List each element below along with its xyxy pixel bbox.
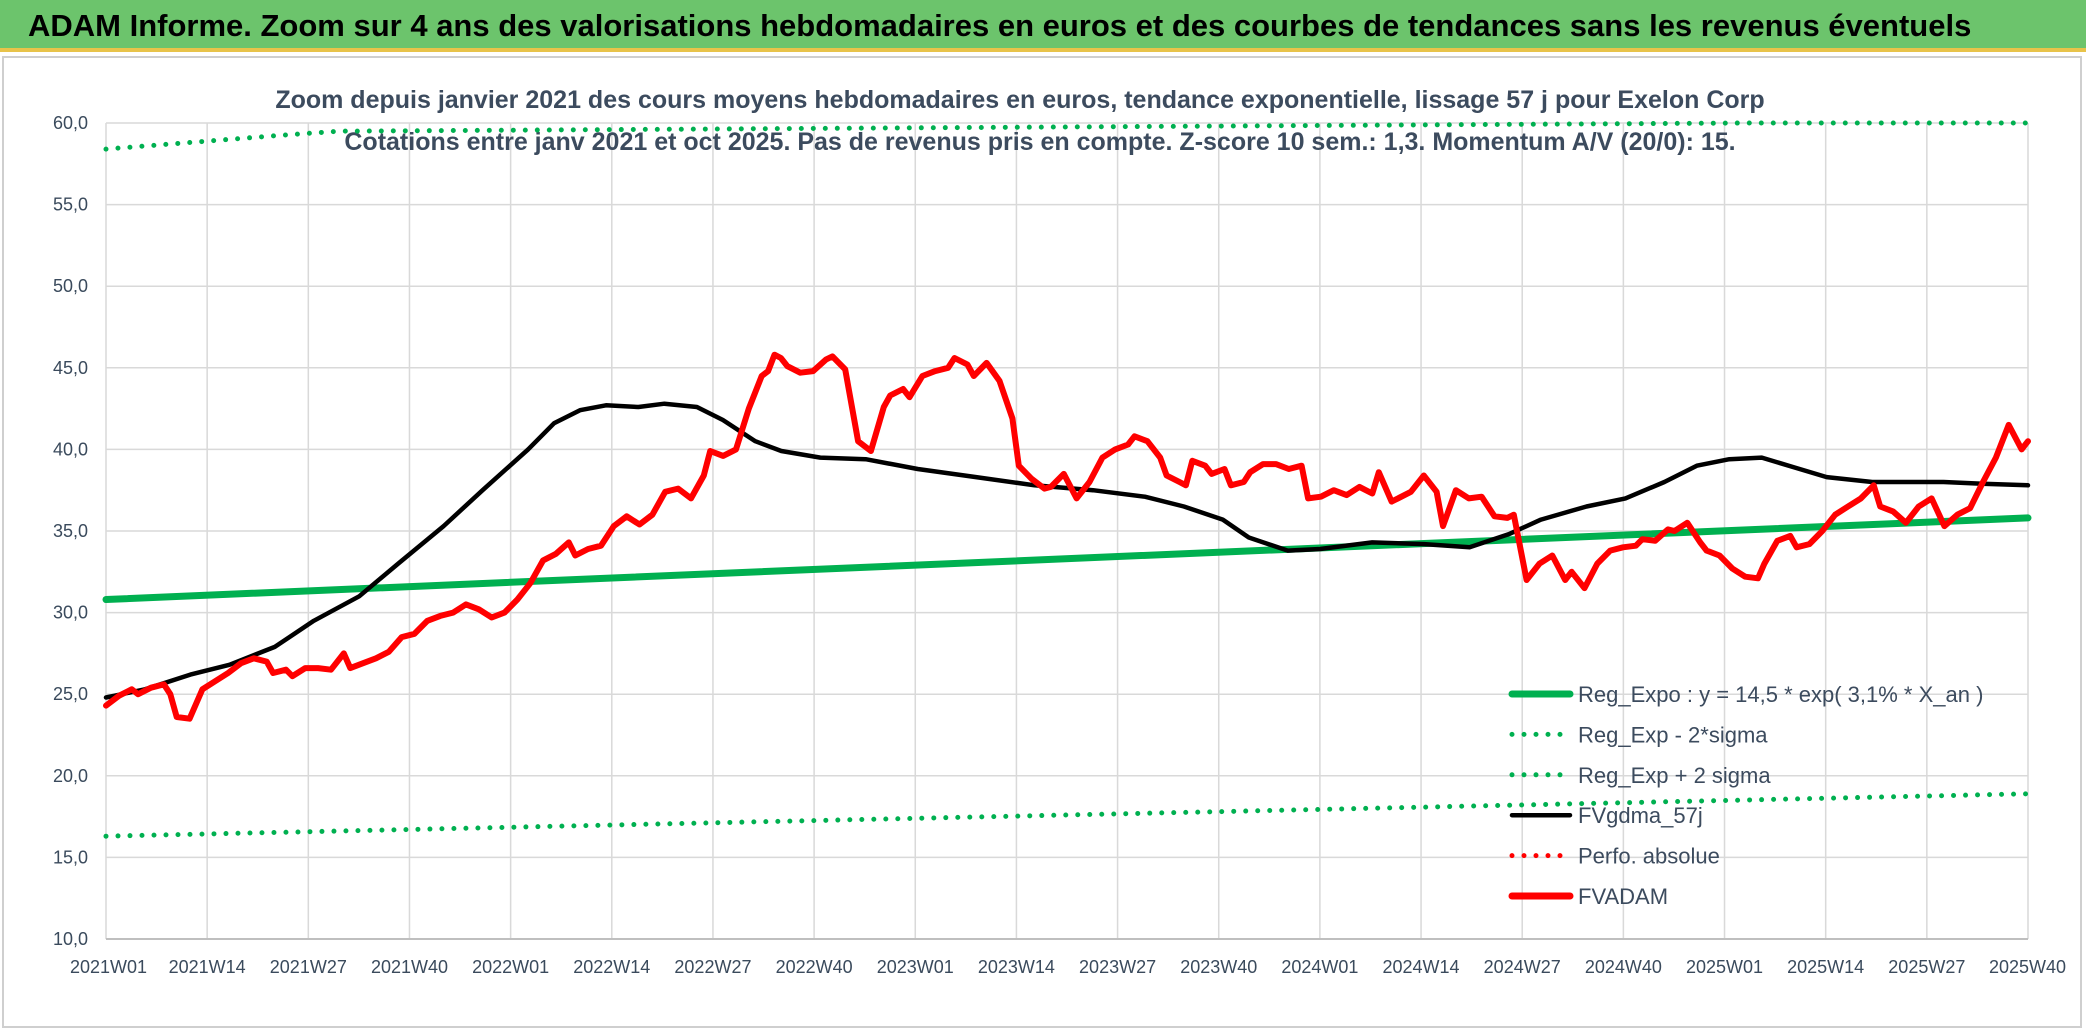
- y-tick-label: 30,0: [53, 603, 88, 623]
- chart-frame: [2, 56, 2082, 1028]
- banner-title: ADAM Informe. Zoom sur 4 ans des valoris…: [28, 8, 1972, 43]
- x-tick-label: 2025W27: [1888, 957, 1965, 977]
- series-line-1: [103, 791, 2031, 839]
- legend-label-5: FVADAM: [1578, 884, 1668, 909]
- y-tick-label: 25,0: [53, 684, 88, 704]
- chart-titles: Zoom depuis janvier 2021 des cours moyen…: [275, 86, 1764, 156]
- x-tick-label: 2021W14: [169, 957, 246, 977]
- x-tick-label: 2023W27: [1079, 957, 1156, 977]
- x-tick-label: 2025W14: [1787, 957, 1864, 977]
- x-tick-label: 2025W01: [1686, 957, 1763, 977]
- x-tick-label: 2024W14: [1383, 957, 1460, 977]
- x-tick-label: 2024W27: [1484, 957, 1561, 977]
- legend-label-4: Perfo. absolue: [1578, 844, 1720, 869]
- x-axis: 2021W01 2021W14 2021W27 2021W40 2022W01 2022W…: [70, 938, 2066, 977]
- y-axis: 10,0 15,0 20,0 25,0 30,0 35,0 40,0 45,0 50,0 55,0…: [53, 113, 88, 949]
- x-tick-label: 2023W01: [877, 957, 954, 977]
- series-line-5: [103, 351, 2031, 722]
- y-tick-label: 60,0: [53, 113, 88, 133]
- y-tick-label: 50,0: [53, 276, 88, 296]
- x-tick-label: 2021W01: [70, 957, 147, 977]
- chart-subtitle: Cotations entre janv 2021 et oct 2025. P…: [344, 128, 1735, 156]
- legend: Reg_Expo : y = 14,5 * exp( 3,1% * X_an )…: [1508, 682, 1983, 909]
- series-group: [102, 120, 2032, 839]
- chart-title: Zoom depuis janvier 2021 des cours moyen…: [275, 86, 1764, 114]
- y-tick-label: 45,0: [53, 358, 88, 378]
- x-tick-label: 2022W01: [472, 957, 549, 977]
- legend-label-3: FVgdma_57j: [1578, 803, 1703, 828]
- series-line-3: [103, 401, 2031, 700]
- y-tick-label: 15,0: [53, 847, 88, 867]
- legend-label-2: Reg_Exp + 2 sigma: [1578, 763, 1771, 788]
- x-tick-label: 2024W01: [1281, 957, 1358, 977]
- x-tick-label: 2022W14: [573, 957, 650, 977]
- y-tick-label: 35,0: [53, 521, 88, 541]
- x-tick-label: 2021W40: [371, 957, 448, 977]
- legend-label-1: Reg_Exp - 2*sigma: [1578, 722, 1768, 747]
- x-tick-label: 2023W14: [978, 957, 1055, 977]
- y-tick-label: 10,0: [53, 929, 88, 949]
- y-tick-label: 55,0: [53, 195, 88, 215]
- legend-label-0: Reg_Expo : y = 14,5 * exp( 3,1% * X_an ): [1578, 682, 1983, 707]
- x-tick-label: 2024W40: [1585, 957, 1662, 977]
- x-tick-label: 2022W27: [674, 957, 751, 977]
- x-tick-label: 2021W27: [270, 957, 347, 977]
- x-tick-label: 2022W40: [776, 957, 853, 977]
- y-tick-label: 20,0: [53, 766, 88, 786]
- series-line-2: [103, 120, 2031, 152]
- x-tick-label: 2025W40: [1989, 957, 2066, 977]
- series-line-0: [102, 514, 2032, 603]
- report-banner: ADAM Informe. Zoom sur 4 ans des valoris…: [0, 0, 2086, 52]
- x-tick-label: 2023W40: [1180, 957, 1257, 977]
- y-tick-label: 40,0: [53, 439, 88, 459]
